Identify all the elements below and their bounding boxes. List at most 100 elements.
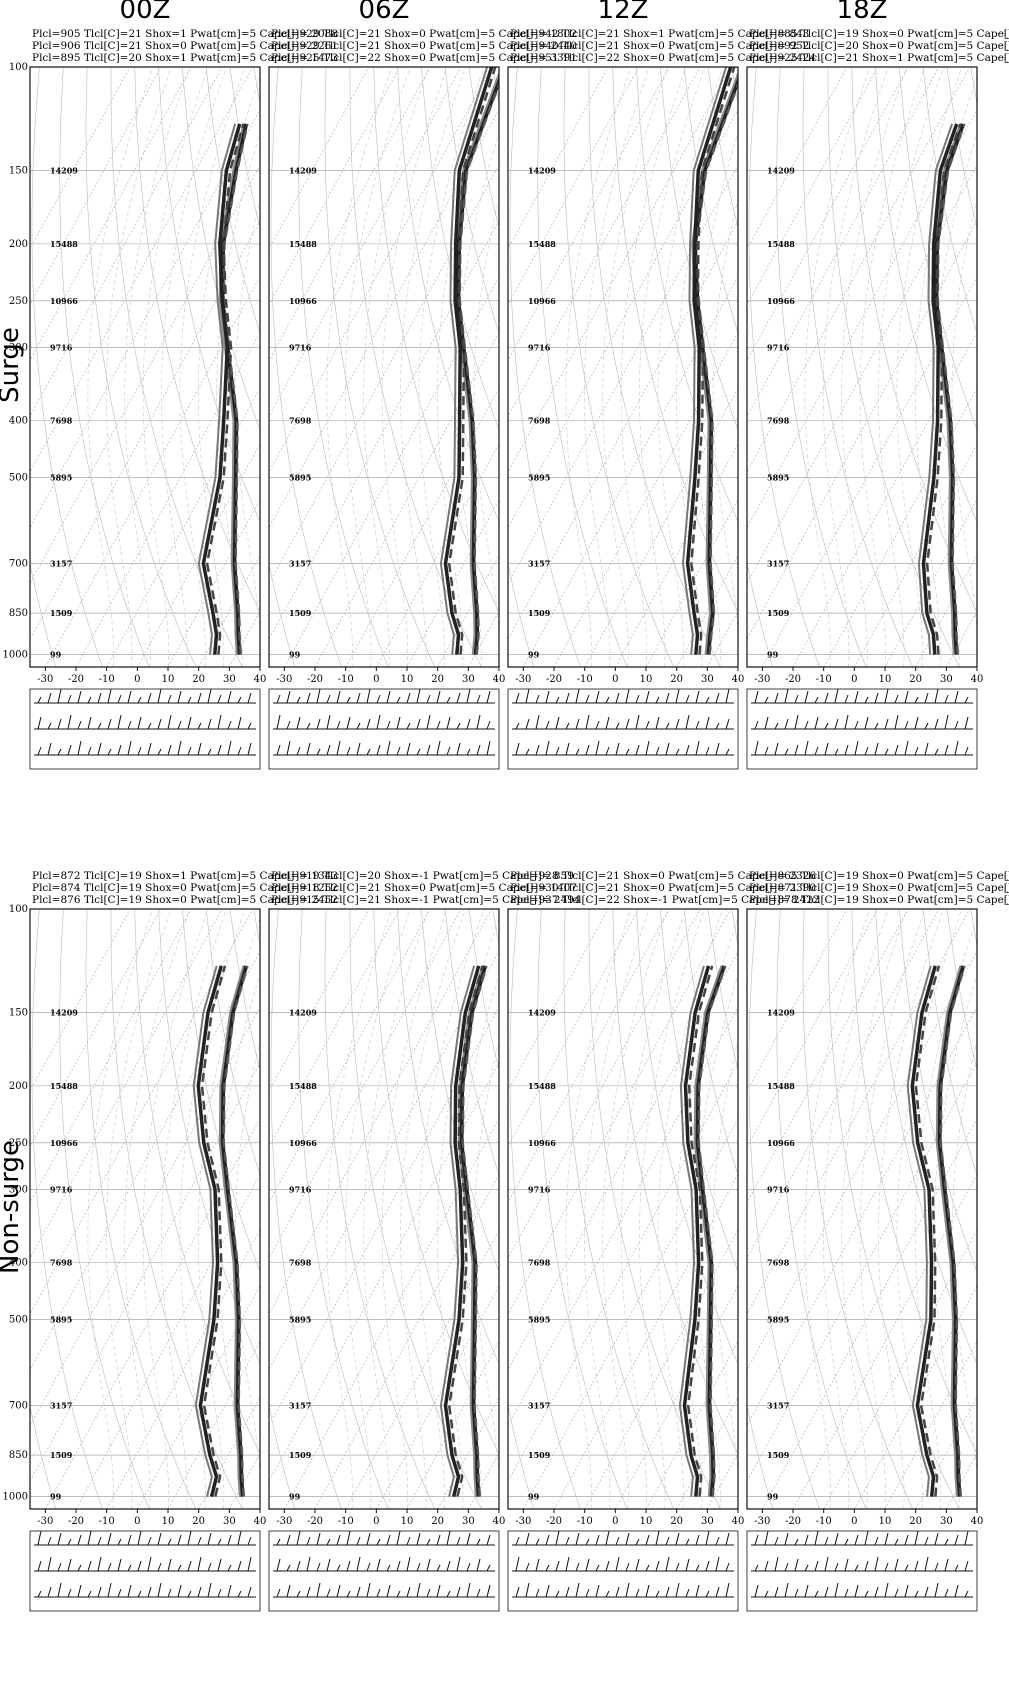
isotherm [30,1062,260,1482]
isotherm [884,499,977,667]
moist-adiabat [363,67,429,667]
wind-barb [625,718,630,730]
wind-barb [585,1558,590,1572]
wind-barb [874,1586,879,1598]
dry-adiabat [747,1404,774,1509]
height-label: 99 [528,650,540,660]
temperature-tick-label: -20 [546,674,562,685]
temperature-line [458,80,499,655]
height-label: 99 [289,1492,301,1502]
dewpoint-line [447,965,484,1497]
wind-barb [585,744,590,756]
dewpoint-line [439,965,476,1497]
temperature-line [936,123,966,655]
temperature-tick-label: 30 [701,1516,714,1527]
wind-barb [575,1582,580,1598]
dry-adiabat [134,67,260,613]
wind-barb [894,1588,899,1598]
temperature-tick-label: 0 [612,674,618,685]
wind-barb [376,714,381,730]
dry-adiabat [827,909,960,1509]
wind-barb [864,1560,869,1572]
stats-line: Plcl=895 Tlcl[C]=20 Shox=1 Pwat[cm]=5 Ca… [32,52,338,64]
moist-adiabat [712,197,738,637]
wind-barb [406,692,411,704]
moist-adiabat [345,67,411,667]
wind-barb [625,1582,630,1598]
wind-barb [217,1588,222,1598]
wind-barb [874,692,879,704]
wind-barb [675,1532,680,1546]
dry-adiabat [564,909,901,1509]
wind-barb [107,1532,112,1546]
wind-strip-frame [268,1530,500,1612]
moist-adiabat [804,67,871,667]
wind-barb [615,1556,620,1572]
isotherm [198,1396,260,1509]
dry-adiabat [134,909,260,1455]
stats-line: Plcl=937 Tlcl[C]=22 Shox=-1 Pwat[cm]=5 C… [510,894,820,906]
wind-barb [67,1558,72,1572]
isotherm [314,1173,499,1509]
wind-barb [336,1534,341,1546]
row-label-surge: Surge [0,327,25,403]
temperature-tick-label: 0 [851,674,857,685]
wind-barb [854,1564,859,1572]
wind-barb [824,1556,829,1572]
temperature-tick-label: 0 [134,674,140,685]
dry-adiabat [922,67,977,334]
temperature-line [222,123,249,655]
wind-barb [426,1558,431,1572]
plot-area [269,909,901,1509]
dry-adiabat [779,909,1009,1509]
wind-barb [884,748,889,756]
wind-barb [525,748,530,756]
wind-barb [47,742,52,756]
wind-barb [595,1534,600,1546]
wind-barb [695,1564,700,1572]
wind-barb [456,722,461,730]
wind-barb [406,742,411,756]
pressure-tick-label: 400 [9,1258,28,1269]
wind-barb [386,690,391,704]
wind-barb [535,1538,540,1546]
moist-adiabat [602,67,668,667]
height-label: 15488 [767,1081,795,1091]
wind-barb [47,1536,52,1546]
wind-barb [67,1588,72,1598]
isotherm [508,220,738,640]
wind-barb [665,742,670,756]
wind-barb [595,690,600,704]
wind-barb [197,1556,202,1572]
wind-barb [286,690,291,704]
wind-barb [366,1532,371,1546]
wind-barb [655,696,660,704]
wind-barb [914,1530,919,1546]
wind-barb [37,1590,42,1598]
moist-adiabat [712,1039,738,1479]
wind-barb [914,716,919,730]
isotherm [259,666,260,667]
wind-barb [754,1564,759,1572]
height-label: 9716 [289,1184,312,1194]
wind-barb [954,720,959,730]
wind-barb [207,718,212,730]
height-label: 3157 [528,559,550,569]
wind-barb [904,1564,909,1572]
wind-barb [924,1556,929,1572]
moist-adiabat [823,909,889,1509]
wind-barb [276,694,281,704]
wind-barb [137,1530,142,1546]
wind-barb [715,1556,720,1572]
wind-barb [954,740,959,756]
temperature-tick-label: 20 [431,1516,444,1527]
wind-barb [635,1538,640,1546]
wind-barb [316,748,321,756]
height-label: 5895 [50,1315,72,1325]
moist-adiabat [473,197,499,637]
dewpoint-line [197,123,237,655]
wind-barb [147,722,152,730]
height-label: 99 [767,1492,779,1502]
dewpoint-line [447,67,497,655]
dewpoint-line [921,123,959,655]
